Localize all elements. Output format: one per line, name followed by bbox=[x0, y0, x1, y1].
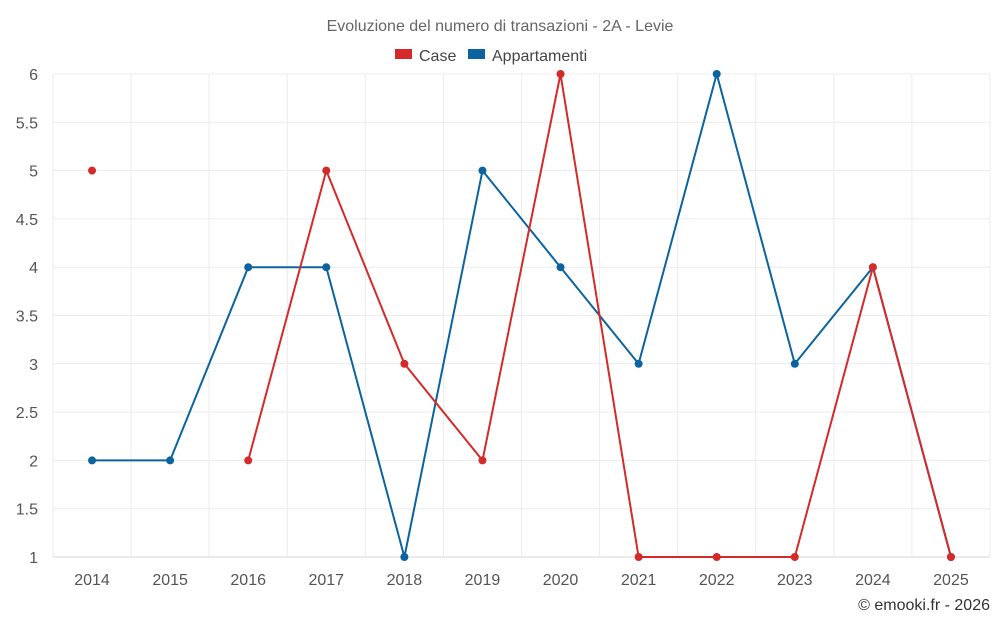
x-tick-label: 2019 bbox=[465, 572, 501, 589]
x-tick-label: 2023 bbox=[777, 572, 813, 589]
legend-label-case[interactable]: Case bbox=[419, 48, 456, 65]
x-tick-label: 2022 bbox=[699, 572, 735, 589]
data-point-case[interactable] bbox=[322, 166, 331, 175]
series-line-case bbox=[247, 73, 952, 558]
x-tick-label: 2024 bbox=[855, 572, 891, 589]
data-point-appartamenti[interactable] bbox=[244, 263, 253, 272]
data-point-case[interactable] bbox=[556, 70, 565, 78]
legend: Case Appartamenti bbox=[395, 48, 587, 65]
y-tick-label: 1 bbox=[29, 550, 38, 567]
y-tick-label: 1.5 bbox=[16, 502, 38, 519]
axes: 1 1.5 2 2.5 3 3.5 4 4.5 5 5.5 6 2014 2015 2016 2017 201… bbox=[16, 67, 990, 589]
data-point-appartamenti[interactable] bbox=[166, 456, 175, 465]
x-tick-label: 2015 bbox=[152, 572, 188, 589]
credit-text: © emooki.fr - 2026 bbox=[858, 597, 990, 614]
data-point-case[interactable] bbox=[946, 553, 955, 561]
data-point-appartamenti[interactable] bbox=[712, 70, 721, 78]
y-tick-label: 3 bbox=[29, 357, 38, 374]
x-tick-label: 2014 bbox=[74, 572, 110, 589]
data-point-case[interactable] bbox=[88, 166, 97, 175]
y-tick-label: 6 bbox=[29, 67, 38, 84]
data-point-appartamenti[interactable] bbox=[556, 263, 565, 272]
series bbox=[88, 70, 955, 561]
data-point-case[interactable] bbox=[712, 553, 721, 561]
y-tick-label: 3.5 bbox=[16, 309, 38, 326]
x-tick-label: 2018 bbox=[387, 572, 423, 589]
y-tick-label: 4.5 bbox=[16, 212, 38, 229]
data-point-appartamenti[interactable] bbox=[634, 359, 643, 368]
chart-title: Evoluzione del numero di transazioni - 2… bbox=[327, 18, 674, 35]
data-point-appartamenti[interactable] bbox=[322, 263, 331, 272]
y-tick-label: 5.5 bbox=[16, 115, 38, 132]
data-point-case[interactable] bbox=[400, 359, 409, 368]
data-point-case[interactable] bbox=[244, 456, 253, 465]
series-line-appartamenti bbox=[92, 73, 952, 558]
legend-swatch-appartamenti bbox=[468, 49, 485, 59]
y-tick-label: 2.5 bbox=[16, 405, 38, 422]
data-point-appartamenti[interactable] bbox=[400, 553, 409, 561]
data-point-case[interactable] bbox=[478, 456, 487, 465]
data-point-appartamenti[interactable] bbox=[790, 359, 799, 368]
x-tick-label: 2020 bbox=[543, 572, 579, 589]
legend-swatch-case bbox=[395, 49, 412, 59]
data-point-appartamenti[interactable] bbox=[88, 456, 97, 465]
y-tick-label: 4 bbox=[29, 260, 38, 277]
y-tick-label: 2 bbox=[29, 453, 38, 470]
legend-label-appartamenti[interactable]: Appartamenti bbox=[492, 48, 587, 65]
data-point-appartamenti[interactable] bbox=[478, 166, 487, 175]
data-point-case[interactable] bbox=[634, 553, 643, 561]
x-tick-label: 2017 bbox=[308, 572, 344, 589]
x-tick-label: 2025 bbox=[933, 572, 969, 589]
y-tick-label: 5 bbox=[29, 164, 38, 181]
x-tick-label: 2016 bbox=[230, 572, 266, 589]
data-point-case[interactable] bbox=[790, 553, 799, 561]
x-tick-label: 2021 bbox=[621, 572, 657, 589]
data-point-case[interactable] bbox=[868, 263, 877, 272]
grid bbox=[52, 73, 991, 557]
